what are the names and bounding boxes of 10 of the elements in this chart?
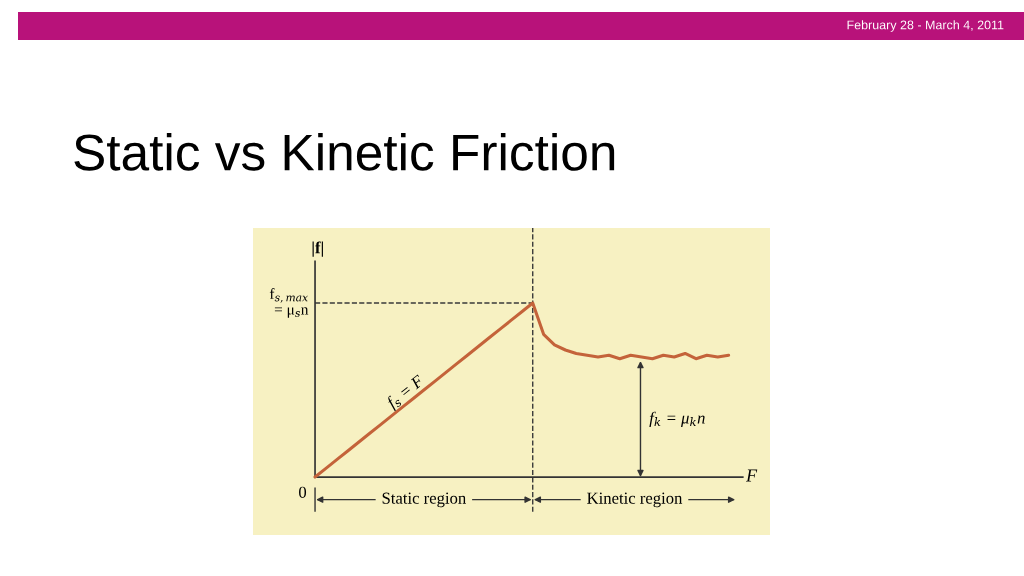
annotation: f$_{k}$ = μ$_{k}$n: [649, 411, 705, 427]
x-axis-title: F: [745, 469, 758, 482]
y-axis-title: |f|: [312, 241, 323, 257]
text: Static region: [382, 492, 466, 508]
text: February 28 - March 4, 2011: [847, 20, 1004, 32]
annotation: f$_{s}$ = F: [385, 373, 427, 412]
text: 0: [299, 486, 307, 498]
text: Kinetic region: [587, 492, 683, 508]
chart-title: Static vs Kinetic Friction: [74, 133, 615, 171]
ref-line-label: f$_{s,max}$ = μ$_{s}$n: [269, 288, 309, 318]
